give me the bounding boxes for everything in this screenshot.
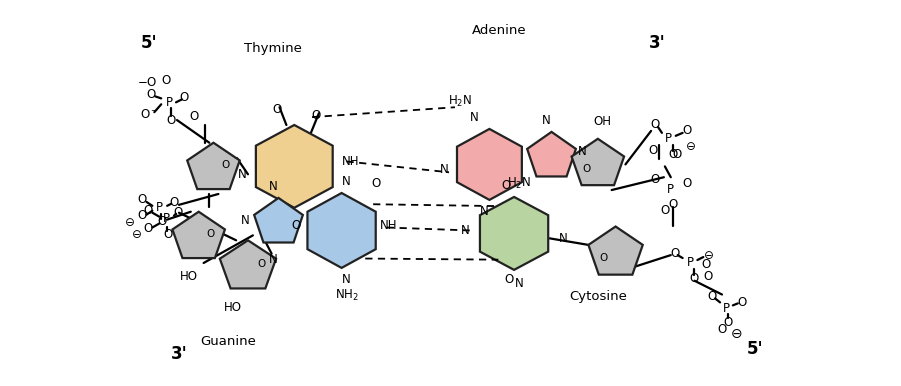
Text: N: N <box>480 205 489 218</box>
Polygon shape <box>187 143 240 189</box>
Text: 5': 5' <box>141 34 158 52</box>
Text: H$_2$N: H$_2$N <box>448 94 472 109</box>
Text: N: N <box>241 214 250 227</box>
Text: O: O <box>292 219 301 232</box>
Text: O: O <box>147 88 156 101</box>
Text: O: O <box>737 296 746 309</box>
Polygon shape <box>571 139 624 185</box>
Text: O: O <box>163 228 173 241</box>
Text: O: O <box>371 177 381 190</box>
Text: H$_2$N: H$_2$N <box>507 176 531 191</box>
Text: NH$_2$: NH$_2$ <box>334 288 359 303</box>
Text: O: O <box>158 215 167 228</box>
Text: O: O <box>682 124 691 137</box>
Polygon shape <box>307 193 376 268</box>
Text: O: O <box>670 247 679 260</box>
Text: P: P <box>166 96 173 109</box>
Polygon shape <box>527 132 576 176</box>
Polygon shape <box>172 212 225 258</box>
Text: P: P <box>665 132 672 145</box>
Text: 5': 5' <box>747 340 764 358</box>
Text: Guanine: Guanine <box>200 335 256 348</box>
Text: O: O <box>137 193 146 207</box>
Text: P: P <box>156 201 163 214</box>
Text: N: N <box>440 163 449 176</box>
Text: O: O <box>167 113 176 127</box>
Text: O: O <box>179 91 188 104</box>
Text: O: O <box>221 161 230 170</box>
Text: O: O <box>582 164 590 174</box>
Text: O: O <box>669 198 678 211</box>
Text: O: O <box>206 229 214 239</box>
Text: $\ominus$: $\ominus$ <box>730 327 742 341</box>
Text: N: N <box>514 277 523 290</box>
Text: Thymine: Thymine <box>243 42 302 54</box>
Text: O: O <box>702 259 711 271</box>
Text: Cytosine: Cytosine <box>569 290 627 303</box>
Text: O: O <box>707 290 717 303</box>
Text: N: N <box>342 175 350 188</box>
Text: 3': 3' <box>170 345 187 363</box>
Text: O: O <box>137 209 146 222</box>
Text: $\ominus$: $\ominus$ <box>703 249 714 262</box>
Text: P: P <box>163 212 169 225</box>
Text: O: O <box>669 148 678 161</box>
Polygon shape <box>254 198 303 242</box>
Text: P: P <box>723 302 730 315</box>
Text: O$^-$: O$^-$ <box>140 108 159 121</box>
Text: O: O <box>144 222 153 235</box>
Text: HO: HO <box>180 270 198 283</box>
Text: $\ominus$: $\ominus$ <box>132 228 142 241</box>
Text: Adenine: Adenine <box>472 24 526 37</box>
Text: O: O <box>258 259 266 269</box>
Text: $\ominus$: $\ominus$ <box>685 140 696 153</box>
Text: O: O <box>717 323 727 337</box>
Text: O: O <box>272 103 281 116</box>
Text: O: O <box>502 179 511 191</box>
Text: O: O <box>169 196 178 209</box>
Text: N: N <box>559 232 568 245</box>
Text: 3': 3' <box>649 34 665 52</box>
Text: O: O <box>682 177 691 190</box>
Text: O: O <box>161 74 171 87</box>
Text: O: O <box>672 148 681 161</box>
Polygon shape <box>256 125 332 208</box>
Polygon shape <box>457 129 522 200</box>
Text: N: N <box>578 145 587 158</box>
Text: O: O <box>690 272 699 285</box>
Polygon shape <box>220 240 276 288</box>
Text: O: O <box>144 204 153 217</box>
Text: N: N <box>342 273 350 286</box>
Polygon shape <box>588 227 642 275</box>
Text: O: O <box>649 144 658 157</box>
Text: O: O <box>651 119 660 132</box>
Text: O: O <box>724 316 733 328</box>
Text: N: N <box>238 168 246 181</box>
Text: O: O <box>312 108 321 122</box>
Text: N: N <box>460 224 469 237</box>
Text: O: O <box>651 173 660 186</box>
Text: HO: HO <box>224 301 242 314</box>
Text: OH: OH <box>594 115 612 127</box>
Text: $\ominus$: $\ominus$ <box>124 216 135 229</box>
Text: N: N <box>470 111 479 124</box>
Text: $-$O: $-$O <box>137 76 158 89</box>
Text: NH: NH <box>341 155 359 168</box>
Text: O: O <box>704 270 713 283</box>
Text: N: N <box>269 179 278 193</box>
Text: P: P <box>687 256 694 269</box>
Text: N: N <box>542 113 551 127</box>
Text: O: O <box>660 204 669 217</box>
Text: O: O <box>505 273 514 286</box>
Polygon shape <box>480 197 548 270</box>
Text: N: N <box>269 252 278 266</box>
Text: O: O <box>600 253 608 263</box>
Text: P: P <box>668 183 674 196</box>
Text: O: O <box>173 206 183 219</box>
Text: NH: NH <box>380 219 397 232</box>
Text: O: O <box>189 110 198 123</box>
